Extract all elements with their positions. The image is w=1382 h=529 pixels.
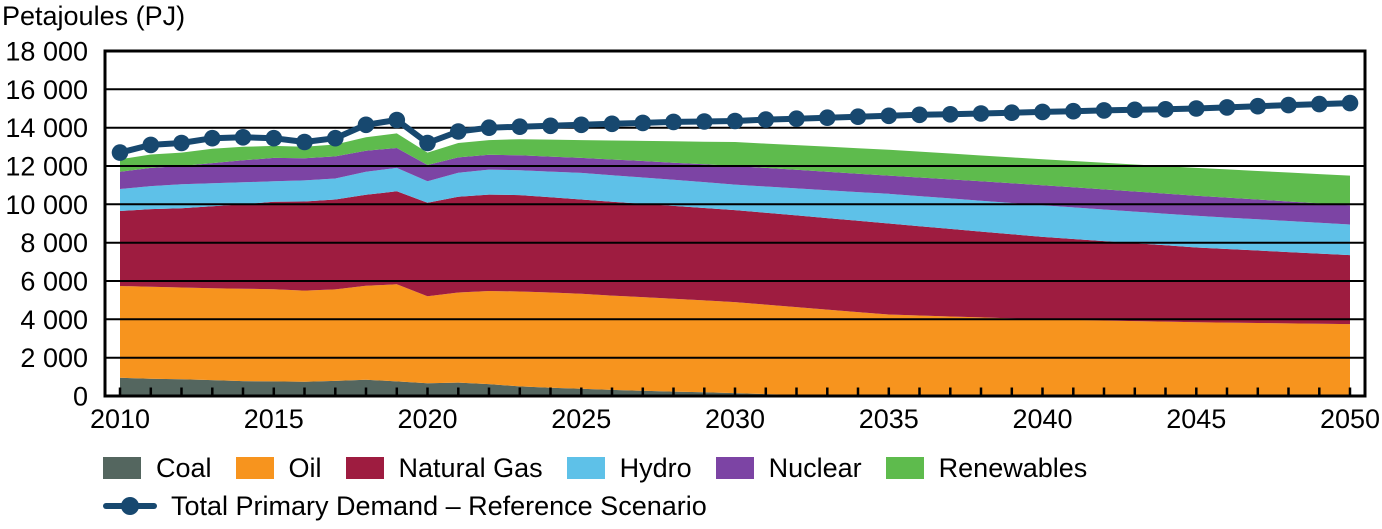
legend-item-hydro: Hydro xyxy=(566,453,692,483)
total-demand-marker xyxy=(542,117,559,135)
area-natural-gas xyxy=(120,191,1350,325)
legend-swatch-natural-gas xyxy=(345,457,384,479)
total-demand-marker xyxy=(1157,101,1174,118)
total-demand-marker xyxy=(234,129,252,146)
total-demand-marker xyxy=(111,144,129,161)
total-demand-marker xyxy=(204,129,221,147)
y-tick-label: 18 000 xyxy=(5,37,88,67)
total-demand-marker xyxy=(942,106,959,123)
y-axis-unit-title: Petajoules (PJ) xyxy=(2,1,186,31)
total-demand-marker xyxy=(1218,99,1236,116)
total-demand-marker xyxy=(573,116,590,134)
x-tick-label-2020: 2020 xyxy=(397,404,457,434)
total-demand-marker xyxy=(1065,102,1082,120)
x-tick-label-2025: 2025 xyxy=(551,404,611,434)
legend-swatch-nuclear xyxy=(715,457,754,479)
x-tick-label-2030: 2030 xyxy=(705,404,765,434)
total-demand-marker xyxy=(849,108,867,125)
area-hydro xyxy=(120,167,1350,256)
legend-label-renewables: Renewables xyxy=(938,453,1088,483)
y-tick-label: 6 000 xyxy=(20,267,88,297)
total-demand-marker xyxy=(480,119,498,136)
y-tick-label: 4 000 xyxy=(20,305,88,335)
total-demand-marker xyxy=(757,111,775,128)
legend-label-hydro: Hydro xyxy=(619,453,692,483)
legend-item-coal: Coal xyxy=(103,453,212,483)
total-demand-marker xyxy=(1034,103,1051,121)
total-demand-marker xyxy=(972,105,990,122)
total-demand-marker xyxy=(1095,102,1113,119)
total-demand-marker xyxy=(1003,104,1021,121)
legend-item-renewables: Renewables xyxy=(885,453,1088,483)
legend-item-natural-gas: Natural Gas xyxy=(345,453,543,483)
legend-label-total-primary-demand: Total Primary Demand – Reference Scenari… xyxy=(171,491,707,521)
x-tick-label-2045: 2045 xyxy=(1166,404,1226,434)
legend-label-oil: Oil xyxy=(288,453,322,483)
legend-swatch-hydro xyxy=(566,457,605,479)
area-oil xyxy=(120,284,1350,396)
total-demand-marker xyxy=(726,112,744,130)
total-demand-marker xyxy=(265,129,283,147)
total-demand-marker xyxy=(1280,96,1297,114)
total-demand-marker xyxy=(327,129,344,147)
total-demand-marker xyxy=(419,134,436,152)
total-demand-marker xyxy=(880,107,898,125)
x-tick-label-2040: 2040 xyxy=(1012,404,1072,434)
total-demand-marker xyxy=(1341,94,1359,112)
chart-canvas: 0 2 000 4 000 6 000 8 000 10 000 12 000 14 000 1… xyxy=(5,37,1380,435)
y-tick-label: 14 000 xyxy=(5,113,88,143)
total-demand-marker xyxy=(634,114,652,132)
legend-label-natural-gas: Natural Gas xyxy=(398,453,543,483)
area-renewables xyxy=(120,133,1350,206)
total-demand-marker xyxy=(173,134,190,152)
total-demand-marker xyxy=(511,118,529,135)
x-tick-label-2035: 2035 xyxy=(859,404,919,434)
total-demand-marker xyxy=(911,106,928,124)
y-tick-label: 10 000 xyxy=(5,190,88,220)
total-demand-marker xyxy=(1126,101,1144,119)
x-tick-label-2050: 2050 xyxy=(1320,404,1380,434)
total-demand-marker xyxy=(665,113,682,131)
x-tick-label-2010: 2010 xyxy=(90,404,150,434)
total-demand-marker xyxy=(450,123,467,140)
area-nuclear xyxy=(120,148,1350,225)
total-demand-marker xyxy=(296,133,313,151)
total-demand-marker xyxy=(1311,95,1328,113)
chart-legend: Coal Oil Natural Gas Hydro Nuclear Renewables… xyxy=(103,453,1111,521)
legend-label-coal: Coal xyxy=(156,453,212,483)
total-demand-marker xyxy=(1249,97,1267,115)
total-demand-marker xyxy=(603,115,621,133)
legend-item-oil: Oil xyxy=(235,453,322,483)
total-demand-marker xyxy=(696,113,713,130)
legend-swatch-coal xyxy=(103,457,141,479)
legend-swatch-renewables xyxy=(885,457,924,479)
legend-swatch-oil xyxy=(235,457,274,479)
y-tick-label: 0 xyxy=(73,382,88,412)
y-tick-label: 16 000 xyxy=(5,75,88,105)
total-demand-marker xyxy=(788,110,805,127)
total-line-legend-dot xyxy=(121,497,139,515)
total-demand-marker xyxy=(388,111,406,129)
total-demand-marker xyxy=(1188,100,1205,117)
total-line-legend-marker xyxy=(103,497,157,515)
total-demand-marker xyxy=(819,109,836,126)
total-demand-marker xyxy=(142,136,160,154)
legend-item-nuclear: Nuclear xyxy=(715,453,862,483)
y-tick-label: 2 000 xyxy=(20,343,88,373)
y-tick-label: 8 000 xyxy=(20,228,88,258)
y-tick-label: 12 000 xyxy=(5,152,88,182)
legend-row-total-line: Total Primary Demand – Reference Scenari… xyxy=(103,491,1111,521)
legend-label-nuclear: Nuclear xyxy=(768,453,862,483)
legend-row-areas: Coal Oil Natural Gas Hydro Nuclear Renewables xyxy=(103,453,1111,483)
total-demand-marker xyxy=(357,116,375,134)
x-tick-label-2015: 2015 xyxy=(244,404,304,434)
